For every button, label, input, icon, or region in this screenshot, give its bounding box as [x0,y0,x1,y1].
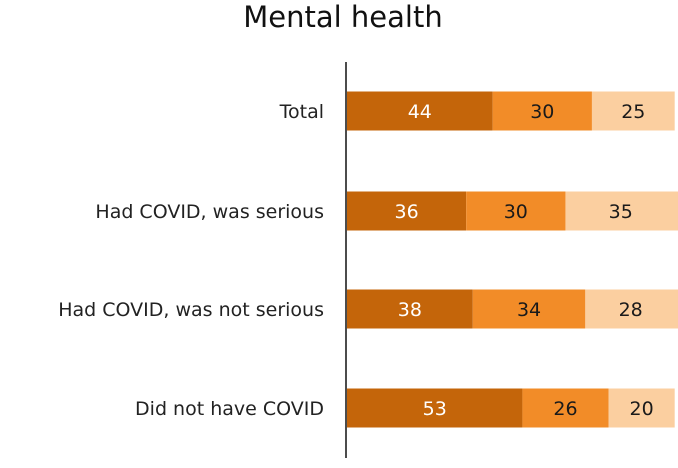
data-label: 30 [504,201,528,223]
data-label: 25 [621,101,645,123]
bar-segment [492,91,592,131]
bar-segment [347,91,493,131]
bar-segment [472,289,586,329]
data-label: 20 [629,398,653,420]
data-label: 30 [530,101,554,123]
data-label: 34 [517,299,541,321]
chart-title: Mental health [243,0,442,34]
bar-segment [608,388,675,428]
category-label: Had COVID, was serious [95,201,324,223]
data-label: 28 [619,299,643,321]
bar-segment [522,388,609,428]
bar-segment [565,191,678,231]
category-label: Had COVID, was not serious [58,299,324,321]
data-label: 26 [553,398,577,420]
data-label: 35 [609,201,633,223]
bar-segment [347,388,523,428]
bar-segment [591,91,675,131]
data-label: 36 [394,201,418,223]
bar-segment [347,191,467,231]
bar-segment [585,289,678,329]
data-label: 38 [398,299,422,321]
category-label: Did not have COVID [135,398,324,420]
data-label: 53 [423,398,447,420]
category-label: Total [279,101,324,123]
bar-segment [347,289,473,329]
data-label: 44 [408,101,432,123]
bar-segment [466,191,566,231]
